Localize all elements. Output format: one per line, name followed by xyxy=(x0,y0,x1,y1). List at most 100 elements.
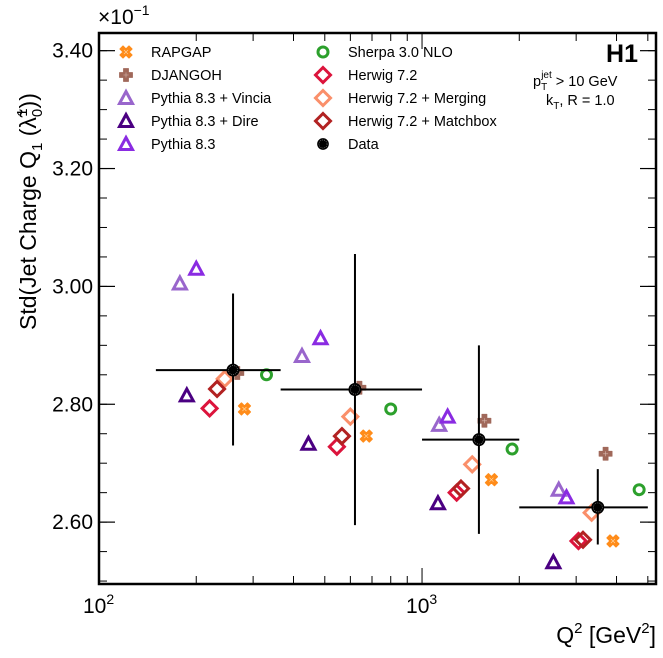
data-point xyxy=(292,346,312,363)
marker-shape xyxy=(259,368,273,382)
marker-shape xyxy=(199,398,220,419)
marker-shape xyxy=(632,483,646,497)
marker-shape xyxy=(568,531,589,551)
y-tick-label: 2.80 xyxy=(52,393,93,416)
legend-label: Herwig 7.2 + Merging xyxy=(348,91,486,107)
marker-inner xyxy=(318,139,328,149)
marker-shape xyxy=(438,406,457,424)
data-point xyxy=(632,483,646,497)
series-data xyxy=(155,253,648,545)
data-point xyxy=(484,473,499,487)
y-axis-title: Std(Jet Charge Q1 (λ̃01)) xyxy=(14,93,46,330)
legend-label: Pythia 8.3 xyxy=(151,137,216,153)
marker-shape xyxy=(299,434,318,451)
data-point xyxy=(359,429,373,443)
legend-item: Sherpa 3.0 NLO xyxy=(316,45,453,61)
data-point xyxy=(598,446,613,461)
marker-shape xyxy=(116,134,136,151)
marker-shape xyxy=(215,369,235,389)
series-rapgap xyxy=(237,402,620,548)
series-pythia-8-3 xyxy=(187,259,576,505)
data-point xyxy=(177,385,196,403)
marker-inner xyxy=(592,502,603,513)
marker-shape xyxy=(311,328,330,346)
y-tick-label: 3.20 xyxy=(52,158,93,181)
legend-label: Herwig 7.2 + Matchbox xyxy=(348,114,497,130)
data-point xyxy=(170,273,189,291)
series-herwig-7-2-merging xyxy=(215,369,602,523)
data-point xyxy=(557,487,576,505)
marker-shape xyxy=(505,442,519,456)
data-point xyxy=(606,534,620,548)
legend-marker xyxy=(313,65,333,85)
legend-label: Pythia 8.3 + Dire xyxy=(151,114,259,130)
legend-marker xyxy=(316,45,330,59)
marker-shape xyxy=(316,45,330,59)
marker-shape xyxy=(428,493,447,511)
marker-shape xyxy=(187,259,206,276)
legend-item: Pythia 8.3 xyxy=(116,134,216,153)
data-point xyxy=(311,328,330,346)
legend-marker xyxy=(116,111,136,128)
marker-shape xyxy=(317,138,329,150)
axes: 2.60 2.80 3.00 3.20 3.40 102 103 Q2 [GeV2] Std(J… xyxy=(14,2,658,648)
marker-inner xyxy=(474,434,484,445)
legend-item: Herwig 7.2 + Matchbox xyxy=(313,111,497,131)
algorithm-label: kT, R = 1.0 xyxy=(546,93,615,112)
marker-shape xyxy=(313,88,333,108)
marker-shape xyxy=(451,478,471,499)
marker-inner xyxy=(123,49,129,55)
data-point xyxy=(462,454,482,474)
data-point xyxy=(237,402,252,416)
marker-inner xyxy=(364,433,369,439)
data-point xyxy=(430,415,449,432)
data-point xyxy=(505,442,519,456)
legend: RAPGAP DJANGOH Pythia 8.3 + Vincia Pythia 8… xyxy=(116,45,497,153)
marker-shape xyxy=(447,483,467,503)
legend-item: Herwig 7.2 + Merging xyxy=(313,88,486,108)
legend-marker xyxy=(119,68,133,82)
legend-item: Pythia 8.3 + Vincia xyxy=(116,88,272,107)
marker-inner xyxy=(603,451,609,457)
y-tick-label: 3.40 xyxy=(52,40,93,63)
series-herwig-7-2-matchbox xyxy=(207,379,593,550)
data-point xyxy=(299,434,318,451)
legend-label: RAPGAP xyxy=(151,45,211,61)
data-point xyxy=(451,478,471,499)
marker-shape xyxy=(313,111,333,131)
data-point xyxy=(199,398,220,419)
legend-item: DJANGOH xyxy=(119,68,222,84)
marker-inner xyxy=(228,365,238,375)
legend-marker xyxy=(116,88,136,105)
marker-inner xyxy=(242,406,247,412)
data-point xyxy=(332,426,352,446)
data-point xyxy=(207,379,227,399)
series-sherpa-3-0-nlo xyxy=(259,368,646,497)
marker-shape xyxy=(462,454,482,474)
marker-inner xyxy=(481,418,487,424)
x-tick-label: 102 xyxy=(83,591,114,618)
marker-shape xyxy=(207,379,227,399)
data-point xyxy=(226,363,240,377)
y-tick-label: 2.60 xyxy=(52,511,93,534)
marker-shape xyxy=(549,480,568,497)
data-point xyxy=(438,406,457,424)
marker-shape xyxy=(544,552,563,570)
legend-label: DJANGOH xyxy=(151,68,222,84)
marker-shape xyxy=(573,530,593,550)
legend-item: Herwig 7.2 xyxy=(313,65,417,85)
data-point xyxy=(384,402,398,416)
x-tick-label: 103 xyxy=(406,591,437,618)
marker-shape xyxy=(116,111,136,128)
legend-marker xyxy=(313,88,333,108)
data-point xyxy=(215,369,235,389)
data-point xyxy=(472,433,486,447)
legend-label: Data xyxy=(348,137,380,153)
marker-inner xyxy=(610,538,616,544)
marker-shape xyxy=(170,273,189,291)
x-axis-title: Q2 [GeV2] xyxy=(556,620,656,648)
marker-shape xyxy=(292,346,312,363)
data-point xyxy=(573,530,593,550)
